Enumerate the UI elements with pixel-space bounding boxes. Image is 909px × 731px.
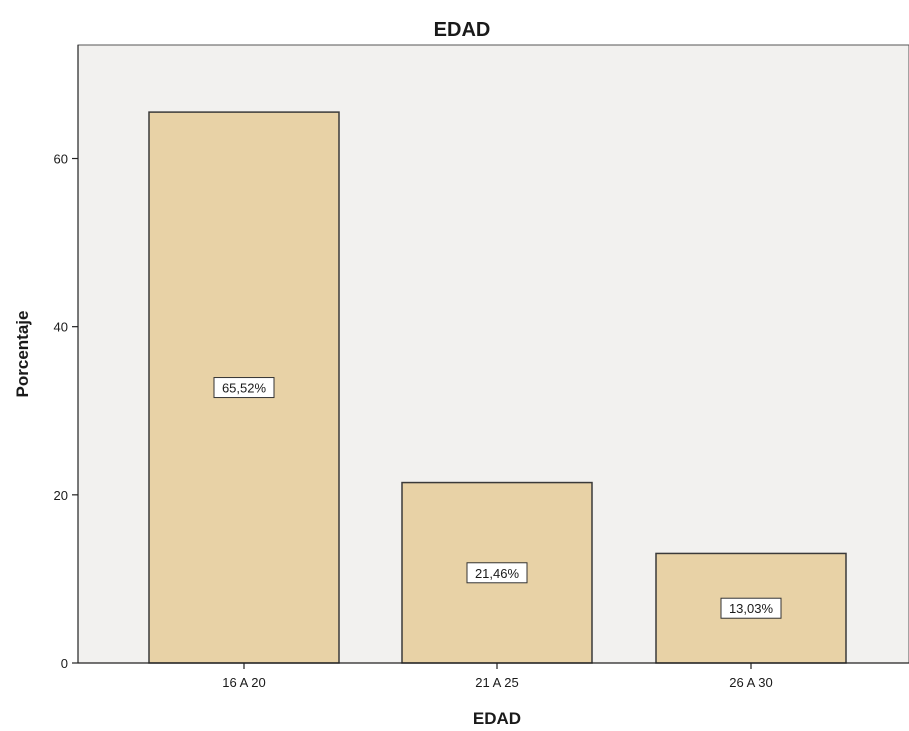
y-tick-label: 0 bbox=[61, 656, 68, 671]
data-label-box bbox=[213, 377, 275, 399]
x-axis-title: EDAD bbox=[473, 709, 521, 728]
data-label-box bbox=[466, 562, 528, 584]
y-axis-title: Porcentaje bbox=[13, 311, 32, 398]
y-axis: 0 20 40 60 bbox=[54, 45, 79, 671]
x-tick-label: 26 A 30 bbox=[729, 675, 772, 690]
y-tick-label: 20 bbox=[54, 488, 68, 503]
x-tick-label: 21 A 25 bbox=[475, 675, 518, 690]
x-axis: 16 A 20 21 A 25 26 A 30 bbox=[78, 662, 909, 690]
data-label-box bbox=[720, 597, 782, 619]
data-label: 13,03% bbox=[729, 601, 774, 616]
y-tick-label: 40 bbox=[54, 320, 68, 335]
chart-title: EDAD bbox=[434, 19, 491, 41]
data-labels-layer: 65,52% 21,46% 13,03% bbox=[213, 377, 782, 619]
data-label: 21,46% bbox=[475, 566, 520, 581]
x-tick-label: 16 A 20 bbox=[222, 675, 265, 690]
y-tick-label: 60 bbox=[54, 152, 68, 167]
data-label: 65,52% bbox=[222, 381, 267, 396]
